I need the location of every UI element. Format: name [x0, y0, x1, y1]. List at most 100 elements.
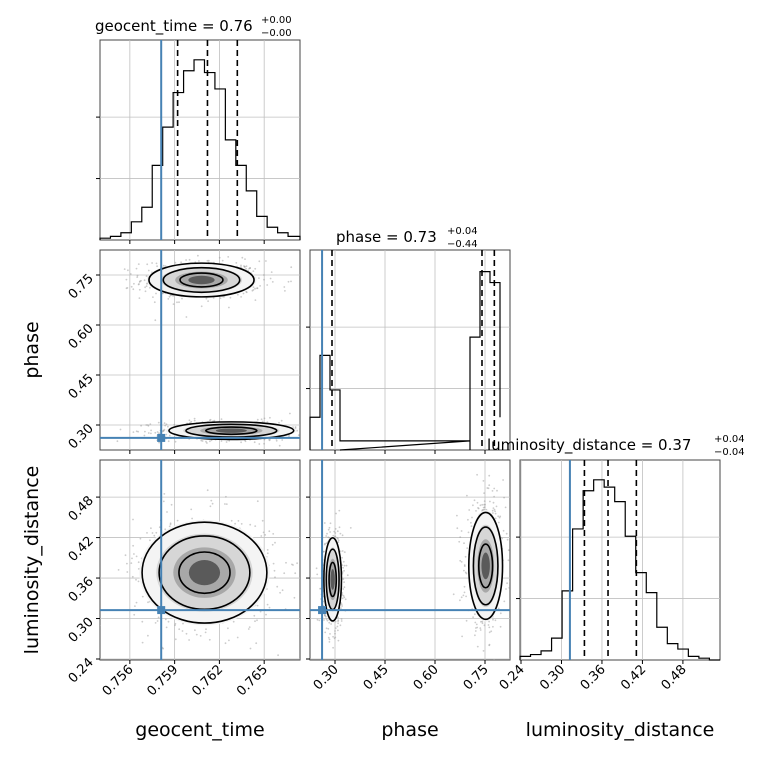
sample-point	[117, 569, 120, 571]
density-level-4	[215, 428, 247, 433]
sample-point	[475, 623, 478, 626]
sample-point	[162, 292, 165, 295]
sample-point	[144, 286, 147, 289]
sample-point	[471, 516, 473, 519]
sample-point	[493, 487, 496, 490]
histogram-steps	[99, 59, 301, 240]
x-tick-label: 0.756	[100, 662, 137, 699]
sample-point	[156, 431, 159, 433]
sample-point	[337, 541, 340, 543]
sample-point	[341, 597, 344, 600]
sample-point	[240, 266, 242, 268]
sample-point	[488, 484, 491, 487]
sample-point	[341, 556, 343, 559]
title-text: geocent_time = 0.76	[95, 17, 253, 36]
sample-point	[341, 594, 344, 596]
sample-point	[149, 539, 151, 542]
sample-point	[200, 305, 203, 308]
x-tick-label: 0.42	[618, 662, 649, 693]
sample-point	[343, 586, 346, 589]
sample-point	[235, 262, 238, 264]
sample-point	[145, 285, 148, 287]
sample-point	[147, 432, 150, 434]
sample-point	[474, 634, 476, 637]
sample-point	[125, 278, 128, 281]
sample-point	[127, 269, 129, 272]
sample-point	[225, 495, 227, 498]
sample-point	[152, 296, 154, 298]
sample-point	[303, 422, 305, 424]
sample-point	[315, 567, 318, 570]
sample-point	[135, 430, 138, 433]
sample-point	[181, 630, 184, 632]
sample-point	[194, 629, 196, 632]
sample-point	[339, 550, 342, 553]
sample-point	[253, 614, 256, 617]
sample-point	[151, 262, 154, 264]
histogram-steps	[309, 271, 501, 451]
sample-point	[319, 587, 321, 590]
sample-point	[144, 290, 147, 293]
sample-point	[470, 521, 472, 524]
title-text: phase = 0.73	[336, 228, 437, 246]
sample-point	[213, 419, 216, 422]
title-geocent-time: geocent_time = 0.76 +0.00 −0.00	[95, 15, 292, 39]
sample-point	[266, 421, 269, 423]
sample-point	[260, 418, 263, 421]
sample-point	[168, 295, 171, 298]
sample-point	[492, 625, 494, 628]
x-tick-label: 0.765	[234, 662, 271, 699]
sample-point	[261, 420, 264, 423]
sample-point	[507, 559, 510, 562]
sample-point	[223, 295, 226, 298]
scatter-panel-geocent-time-vs-luminosity-distance: 0.756 0.759 0.762 0.765 0.24 0.30 0.36 0.42 0.48	[66, 459, 301, 699]
sample-point	[493, 659, 495, 660]
sample-point	[327, 627, 330, 630]
sample-point	[263, 442, 265, 445]
truth-marker	[157, 433, 166, 442]
sample-point	[318, 619, 321, 622]
sample-point	[275, 439, 278, 442]
sample-point	[155, 292, 157, 295]
sample-point	[168, 434, 171, 437]
sample-point	[338, 526, 341, 529]
sample-point	[325, 542, 328, 544]
sample-point	[229, 296, 232, 299]
sample-point	[178, 628, 181, 631]
sample-point	[339, 624, 342, 627]
sample-point	[479, 504, 482, 507]
sample-point	[324, 631, 327, 634]
sample-point	[164, 424, 167, 427]
title-upper-error: +0.00	[261, 15, 292, 26]
sample-point	[468, 509, 471, 511]
sample-point	[325, 535, 328, 537]
sample-point	[328, 638, 331, 641]
sample-point	[141, 620, 144, 623]
x-tick-label: 0.762	[189, 662, 226, 699]
sample-point	[479, 627, 482, 629]
sample-point	[483, 500, 486, 502]
sample-point	[472, 504, 474, 507]
sample-point	[324, 614, 326, 617]
sample-point	[140, 424, 143, 427]
sample-point	[242, 292, 245, 295]
sample-point	[266, 603, 269, 606]
sample-point	[154, 431, 157, 434]
sample-point	[132, 518, 134, 521]
contour-line	[148, 262, 255, 298]
sample-point	[240, 264, 242, 267]
sample-point	[483, 492, 485, 494]
sample-point	[342, 560, 345, 563]
sample-point	[225, 441, 228, 443]
sample-point	[240, 441, 243, 444]
sample-point	[208, 638, 211, 641]
x-tick-label: 0.759	[145, 662, 182, 699]
sample-point	[266, 552, 269, 555]
sample-point	[508, 587, 510, 589]
sample-point	[499, 515, 502, 518]
title-phase: phase = 0.73 +0.04 −0.44	[336, 226, 478, 250]
sample-point	[205, 440, 207, 443]
sample-point	[245, 265, 248, 268]
sample-point	[459, 559, 462, 562]
